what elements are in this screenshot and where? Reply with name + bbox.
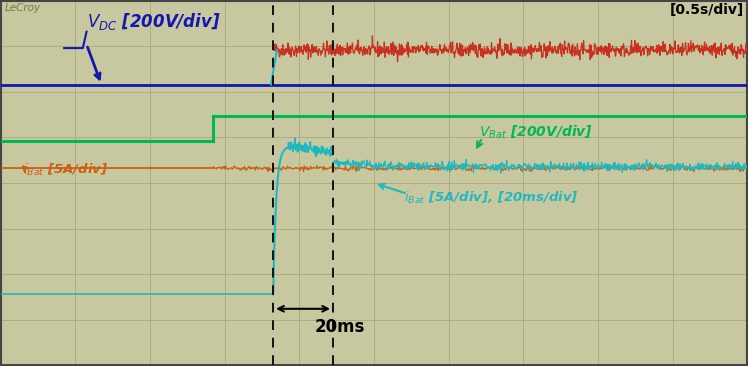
Text: $V_{DC}$ [200V/div]: $V_{DC}$ [200V/div] (87, 11, 221, 32)
Text: 20ms: 20ms (314, 318, 364, 336)
Text: $i_{Bat}$ [5A/div]: $i_{Bat}$ [5A/div] (23, 162, 108, 178)
Text: $V_{Bat}$ [200V/div]: $V_{Bat}$ [200V/div] (479, 123, 592, 141)
Text: $i_{Bat}$ [5A/div], [20ms/div]: $i_{Bat}$ [5A/div], [20ms/div] (404, 190, 578, 206)
Text: LeCroy: LeCroy (4, 3, 40, 12)
Text: [0.5s/div]: [0.5s/div] (669, 3, 744, 16)
